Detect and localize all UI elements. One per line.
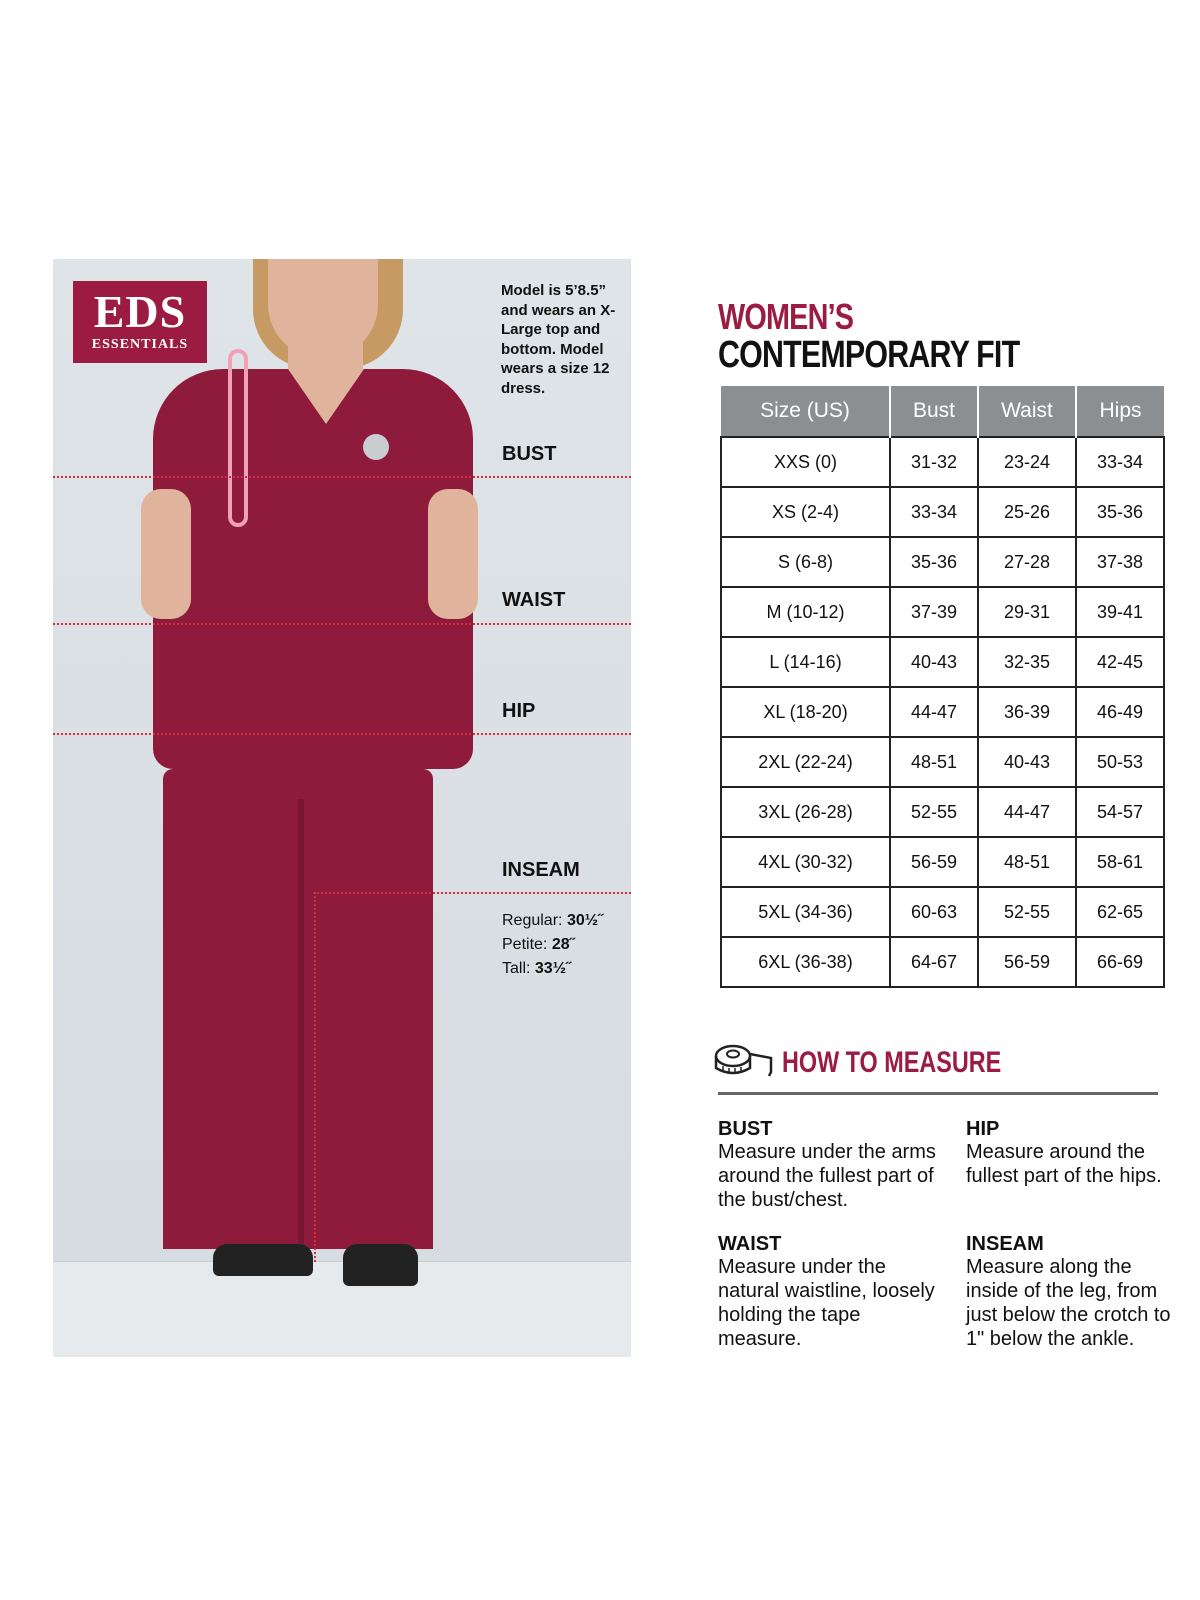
table-row: 2XL (22-24) 48-51 40-43 50-53 [720, 736, 1166, 788]
bust-cell: 52-55 [889, 786, 979, 838]
tape-measure-icon [713, 1042, 773, 1083]
table-row: 4XL (30-32) 56-59 48-51 58-61 [720, 836, 1166, 888]
hip-line [53, 733, 631, 735]
hips-cell: 50-53 [1074, 736, 1166, 788]
bust-cell: 37-39 [889, 586, 979, 638]
waist-label: WAIST [502, 589, 566, 611]
hips-cell: 54-57 [1074, 786, 1166, 838]
inseam-lengths: Regular: 30½˝ Petite: 28˝ Tall: 33½˝ [502, 909, 603, 981]
header-waist: Waist [976, 386, 1076, 437]
table-row: S (6-8) 35-36 27-28 37-38 [720, 536, 1166, 588]
hips-cell: 42-45 [1074, 636, 1166, 688]
bust-cell: 35-36 [889, 536, 979, 588]
hips-cell: 37-38 [1074, 536, 1166, 588]
bust-label: BUST [502, 443, 557, 465]
section-text: Measure around the fullest part of the h… [966, 1141, 1162, 1187]
inseam-vertical-line [314, 892, 316, 1262]
table-row: XL (18-20) 44-47 36-39 46-49 [720, 686, 1166, 738]
measure-hip: HIP Measure around the fullest part of t… [966, 1118, 1196, 1188]
size-cell: S (6-8) [720, 536, 891, 588]
measure-waist: WAIST Measure under the natural waistlin… [718, 1233, 948, 1351]
bust-cell: 56-59 [889, 836, 979, 888]
hips-cell: 46-49 [1074, 686, 1166, 738]
waist-cell: 48-51 [976, 836, 1077, 888]
divider [718, 1092, 1158, 1095]
waist-cell: 27-28 [976, 536, 1077, 588]
title-line-1: WOMEN’S [718, 296, 854, 337]
waist-line [53, 623, 631, 625]
section-text: Measure along the inside of the leg, fro… [966, 1256, 1171, 1350]
logo-subtext: ESSENTIALS [91, 337, 189, 352]
waist-cell: 23-24 [976, 436, 1077, 488]
title-line-2: CONTEMPORARY FIT [718, 334, 1020, 376]
bust-cell: 33-34 [889, 486, 979, 538]
waist-cell: 25-26 [976, 486, 1077, 538]
hips-cell: 35-36 [1074, 486, 1166, 538]
size-table: Size (US) Bust Waist Hips XXS (0) 31-32 23… [720, 386, 1166, 988]
section-title: BUST [718, 1118, 773, 1140]
bust-cell: 64-67 [889, 936, 979, 988]
floor [53, 1261, 631, 1357]
size-cell: 5XL (34-36) [720, 886, 891, 938]
size-cell: XXS (0) [720, 436, 891, 488]
table-row: XXS (0) 31-32 23-24 33-34 [720, 436, 1166, 488]
waist-cell: 40-43 [976, 736, 1077, 788]
waist-cell: 36-39 [976, 686, 1077, 738]
table-header: Size (US) Bust Waist Hips [721, 386, 1164, 437]
waist-cell: 32-35 [976, 636, 1077, 688]
size-cell: 4XL (30-32) [720, 836, 891, 888]
hips-cell: 62-65 [1074, 886, 1166, 938]
hips-cell: 33-34 [1074, 436, 1166, 488]
section-title: INSEAM [966, 1233, 1044, 1255]
inseam-line [313, 892, 631, 894]
measure-inseam: INSEAM Measure along the inside of the l… [966, 1233, 1176, 1351]
logo-text: EDS [93, 286, 187, 337]
bust-cell: 60-63 [889, 886, 979, 938]
hips-cell: 39-41 [1074, 586, 1166, 638]
inseam-label: INSEAM [502, 859, 580, 881]
measure-bust: BUST Measure under the arms around the f… [718, 1118, 948, 1212]
size-cell: 3XL (26-28) [720, 786, 891, 838]
bust-line [53, 476, 631, 478]
waist-cell: 29-31 [976, 586, 1077, 638]
inseam-petite: Petite: 28˝ [502, 936, 575, 953]
hips-cell: 58-61 [1074, 836, 1166, 888]
inseam-regular: Regular: 30½˝ [502, 912, 604, 929]
bust-cell: 31-32 [889, 436, 979, 488]
size-cell: 2XL (22-24) [720, 736, 891, 788]
size-cell: L (14-16) [720, 636, 891, 688]
table-row: XS (2-4) 33-34 25-26 35-36 [720, 486, 1166, 538]
eds-essentials-logo: EDS ESSENTIALS [73, 281, 207, 363]
table-row: 5XL (34-36) 60-63 52-55 62-65 [720, 886, 1166, 938]
inseam-tall: Tall: 33½˝ [502, 960, 572, 977]
waist-cell: 56-59 [976, 936, 1077, 988]
table-row: 6XL (36-38) 64-67 56-59 66-69 [720, 936, 1166, 988]
header-bust: Bust [889, 386, 978, 437]
waist-cell: 52-55 [976, 886, 1077, 938]
size-cell: XS (2-4) [720, 486, 891, 538]
section-title: WAIST [718, 1233, 782, 1255]
section-text: Measure under the arms around the fulles… [718, 1141, 936, 1211]
header-size: Size (US) [721, 386, 890, 437]
section-text: Measure under the natural waistline, loo… [718, 1256, 935, 1350]
header-hips: Hips [1074, 386, 1164, 437]
table-row: 3XL (26-28) 52-55 44-47 54-57 [720, 786, 1166, 838]
bust-cell: 40-43 [889, 636, 979, 688]
size-cell: 6XL (36-38) [720, 936, 891, 988]
model-photo: EDS ESSENTIALS Model is 5’8.5” and wears… [53, 259, 631, 1357]
how-to-measure-heading: HOW TO MEASURE [782, 1046, 1002, 1079]
size-cell: M (10-12) [720, 586, 891, 638]
model-note: Model is 5’8.5” and wears an X-Large top… [501, 282, 616, 397]
table-row: L (14-16) 40-43 32-35 42-45 [720, 636, 1166, 688]
table-row: M (10-12) 37-39 29-31 39-41 [720, 586, 1166, 638]
waist-cell: 44-47 [976, 786, 1077, 838]
size-cell: XL (18-20) [720, 686, 891, 738]
hips-cell: 66-69 [1074, 936, 1166, 988]
bust-cell: 44-47 [889, 686, 979, 738]
section-title: HIP [966, 1118, 1000, 1140]
bust-cell: 48-51 [889, 736, 979, 788]
model-figure [53, 259, 631, 1357]
hip-label: HIP [502, 700, 536, 722]
